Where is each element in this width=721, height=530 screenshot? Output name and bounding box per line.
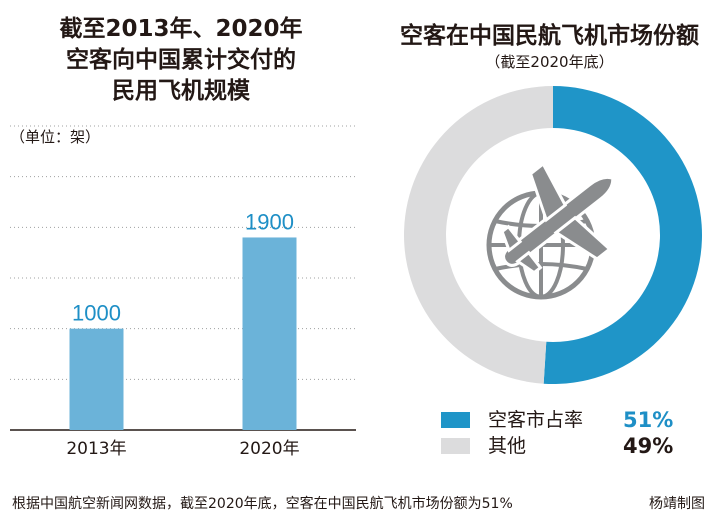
bar-chart-plot: 1000 2013年 1900 2020年 — [0, 0, 362, 480]
bar-2013年 — [70, 329, 124, 430]
source-note: 根据中国航空新闻网数据，截至2020年底，空客在中国民航飞机市场份额为51% — [12, 493, 513, 513]
legend-item-airbus: 空客市占率 51% — [441, 408, 681, 432]
bar-value-label: 1900 — [245, 209, 294, 234]
panel-divider — [368, 10, 369, 470]
airplane-globe-icon — [472, 136, 646, 305]
legend-label-airbus: 空客市占率 — [488, 408, 583, 432]
bar-value-label: 1000 — [72, 301, 121, 326]
legend-swatch-airbus — [441, 412, 470, 428]
donut-chart-title: 空客在中国民航飞机市场份额 — [378, 16, 721, 50]
legend-item-other: 其他 49% — [441, 434, 681, 458]
credit-label: 杨靖制图 — [649, 493, 705, 513]
x-tick-label: 2020年 — [239, 439, 299, 459]
donut-chart-plot — [378, 75, 721, 405]
legend-label-other: 其他 — [488, 434, 526, 458]
legend-value-airbus: 51% — [623, 408, 673, 432]
bar-2020年 — [243, 237, 297, 430]
donut-chart-subtitle: （截至2020年底） — [378, 51, 721, 72]
x-tick-label: 2013年 — [66, 439, 126, 459]
legend-value-other: 49% — [623, 434, 673, 458]
legend-swatch-other — [441, 438, 470, 454]
